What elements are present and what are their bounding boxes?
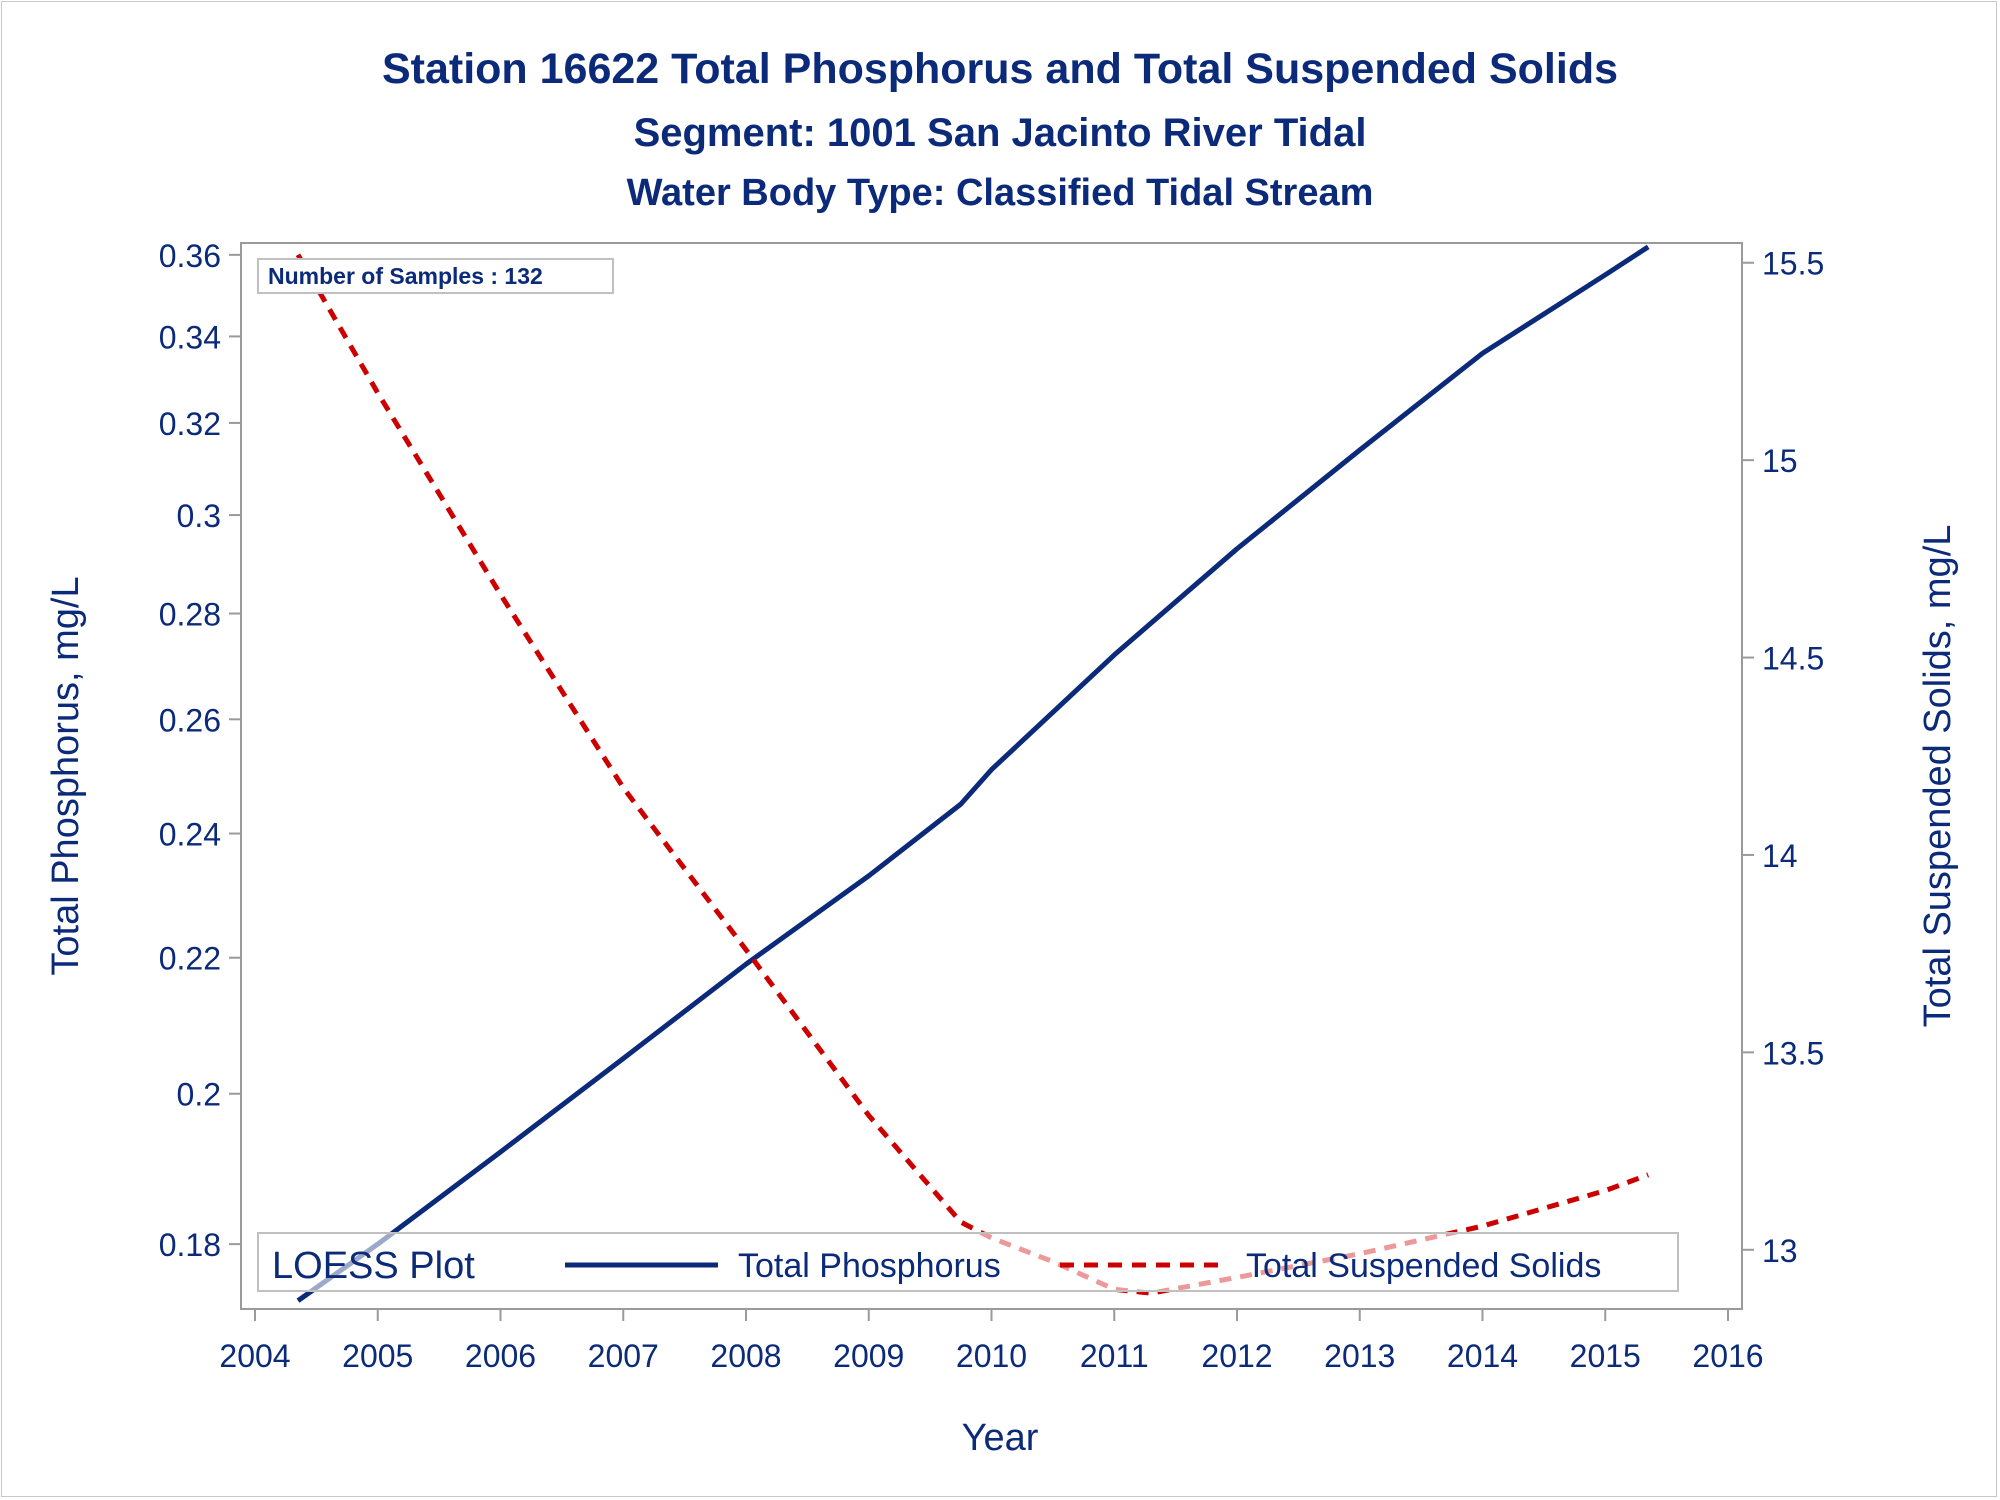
x-tick-label: 2013 <box>1324 1338 1395 1374</box>
legend-title: LOESS Plot <box>272 1245 475 1287</box>
y-tick-label-left: 0.36 <box>159 238 221 274</box>
x-tick-label: 2015 <box>1570 1338 1641 1374</box>
y-tick-label-left: 0.26 <box>159 702 221 738</box>
x-tick-label: 2010 <box>956 1338 1027 1374</box>
x-tick-label: 2011 <box>1080 1338 1149 1374</box>
legend: LOESS Plot Total Phosphorus Total Suspen… <box>257 1232 1679 1292</box>
chart-title: Station 16622 Total Phosphorus and Total… <box>382 45 1618 93</box>
y-tick-label-left: 0.32 <box>159 406 221 442</box>
x-axis: 2004 2005 2006 2007 2008 2009 2010 2011 2012 2013… <box>219 1309 1764 1374</box>
chart-subtitle: Segment: 1001 San Jacinto River Tidal <box>634 111 1367 155</box>
x-tick-label: 2007 <box>588 1338 659 1374</box>
y-tick-label-right: 14 <box>1762 838 1798 874</box>
left-axis: 0.18 0.2 0.22 0.24 0.26 0.28 0.3 0.32 0.34 0.36 <box>159 238 241 1263</box>
x-tick-label: 2009 <box>833 1338 904 1374</box>
y-tick-label-left: 0.3 <box>177 498 221 534</box>
right-axis: 13 13.5 14 14.5 15 15.5 <box>1742 246 1824 1269</box>
sample-count-box: Number of Samples : 132 <box>257 258 614 294</box>
x-tick-label: 2004 <box>219 1338 290 1374</box>
legend-label-solids: Total Suspended Solids <box>1246 1247 1601 1285</box>
x-tick-label: 2014 <box>1447 1338 1518 1374</box>
y-tick-label-right: 13.5 <box>1762 1035 1824 1071</box>
series-line-solids <box>295 253 1650 1296</box>
y-tick-label-left: 0.18 <box>159 1227 221 1263</box>
legend-label-phosphorus: Total Phosphorus <box>738 1247 1001 1285</box>
x-tick-label: 2012 <box>1201 1338 1272 1374</box>
y-tick-label-left: 0.2 <box>177 1077 221 1113</box>
y-axis-label-right: Total Suspended Solids, mg/L <box>1917 525 1959 1028</box>
y-tick-label-right: 13 <box>1762 1233 1798 1269</box>
y-tick-label-left: 0.34 <box>159 319 221 355</box>
y-tick-label-left: 0.24 <box>159 817 221 853</box>
y-tick-label-right: 14.5 <box>1762 641 1824 677</box>
x-tick-label: 2008 <box>710 1338 781 1374</box>
y-axis-label-left: Total Phosphorus, mg/L <box>45 576 87 975</box>
y-tick-label-left: 0.22 <box>159 941 221 977</box>
y-tick-label-right: 15.5 <box>1762 246 1824 282</box>
x-axis-label: Year <box>962 1417 1039 1459</box>
series-line-phosphorus <box>296 244 1650 1303</box>
sample-count-text: Number of Samples : 132 <box>268 263 543 289</box>
series-lines <box>295 244 1650 1303</box>
y-tick-label-left: 0.28 <box>159 597 221 633</box>
x-tick-label: 2005 <box>342 1338 413 1374</box>
x-tick-label: 2016 <box>1692 1338 1763 1374</box>
chart-subtitle-2: Water Body Type: Classified Tidal Stream <box>627 172 1374 214</box>
y-tick-label-right: 15 <box>1762 443 1798 479</box>
x-tick-label: 2006 <box>465 1338 536 1374</box>
plot-area <box>240 242 1743 1310</box>
